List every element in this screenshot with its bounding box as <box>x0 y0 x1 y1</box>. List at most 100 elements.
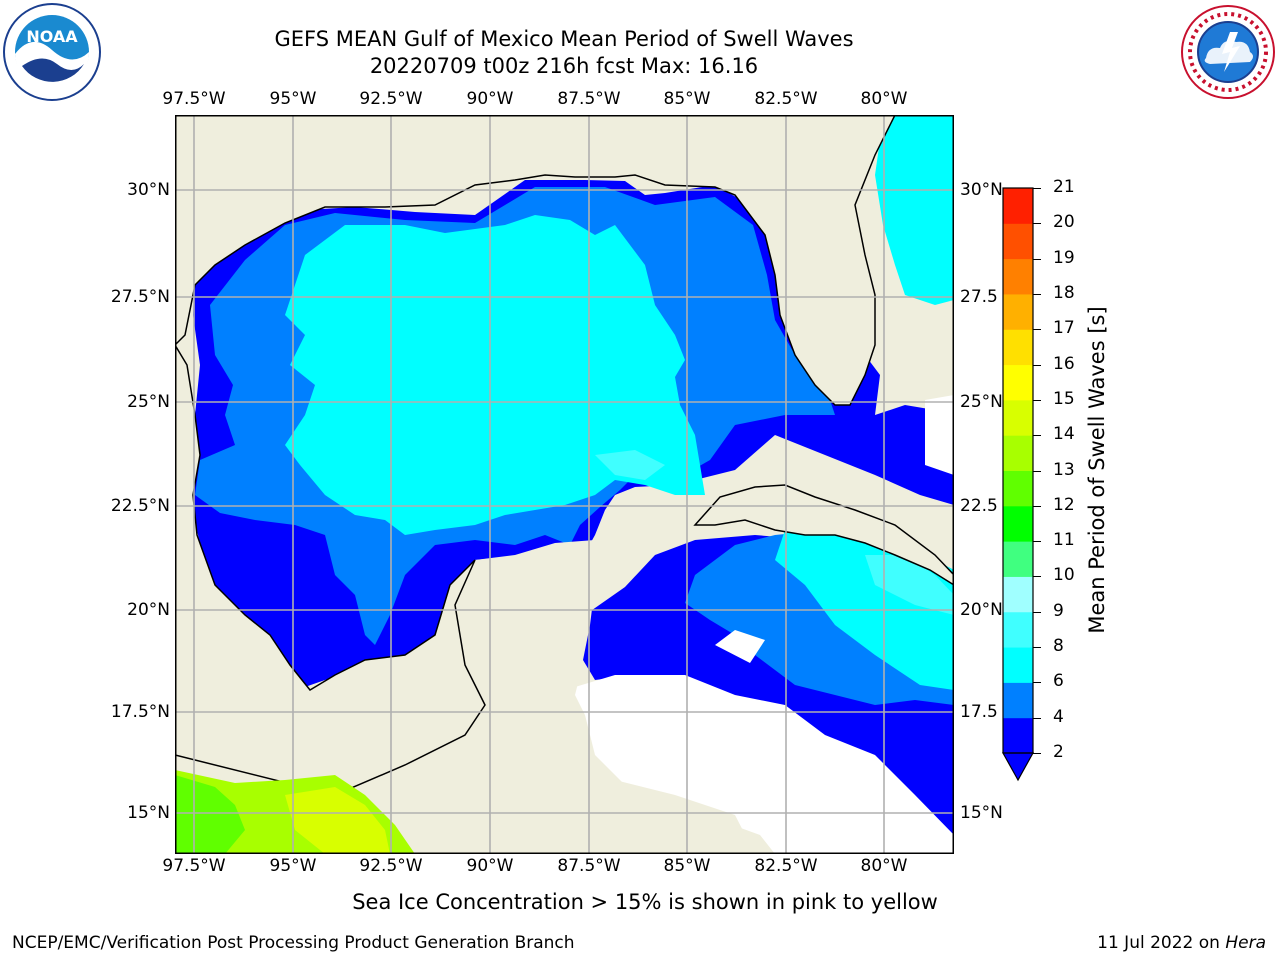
lon-label: 85°W <box>663 856 711 876</box>
colorbar-tick-label: 14 <box>1053 424 1075 445</box>
colorbar-tick-mark <box>1033 399 1041 401</box>
lon-label: 95°W <box>269 89 317 109</box>
lon-label: 87.5°W <box>557 856 621 876</box>
colorbar-tick-mark <box>1033 682 1041 684</box>
host-text: Hera <box>1225 933 1266 953</box>
us-gulf-coast <box>175 115 954 406</box>
lat-label: 22.5°N <box>110 496 170 516</box>
colorbar-tick-label: 13 <box>1053 459 1075 480</box>
colorbar-tick-label: 8 <box>1053 636 1064 657</box>
colorbar-tick-mark <box>1033 541 1041 543</box>
colorbar-tick-mark <box>1033 188 1041 189</box>
lon-label: 92.5°W <box>359 856 423 876</box>
svg-text:NOAA: NOAA <box>26 27 78 46</box>
map-title: GEFS MEAN Gulf of Mexico Mean Period of … <box>274 27 854 51</box>
colorbar-tick-mark <box>1033 647 1041 649</box>
colorbar-tick-mark <box>1033 329 1041 331</box>
colorbar-tick-mark <box>1033 576 1041 578</box>
colorbar-tick-label: 6 <box>1053 671 1064 692</box>
colorbar-tick-label: 16 <box>1053 353 1075 374</box>
colorbar-tick-label: 11 <box>1053 530 1075 551</box>
colorbar-box <box>1003 364 1033 401</box>
colorbar-tick-mark <box>1033 470 1041 472</box>
colorbar-tick-label: 15 <box>1053 388 1075 409</box>
lat-label: 22.5 <box>960 496 998 516</box>
pacific-period-12-13 <box>285 787 390 854</box>
colorbar-box <box>1003 329 1033 366</box>
colorbar-box <box>1003 399 1033 436</box>
map-subtitle: 20220709 t00z 216h fcst Max: 16.16 <box>369 54 759 78</box>
lat-label: 27.5°N <box>110 287 170 307</box>
pacific-period-10-12 <box>175 775 245 854</box>
colorbar-box <box>1003 470 1033 507</box>
colorbar-box <box>1003 611 1033 648</box>
lon-label: 82.5°W <box>754 856 818 876</box>
sea-ice-note: Sea Ice Concentration > 15% is shown in … <box>352 890 938 914</box>
lat-label: 15°N <box>960 803 1003 823</box>
lon-label: 97.5°W <box>162 89 226 109</box>
no-data-area <box>925 395 954 475</box>
colorbar-tick-mark <box>1033 223 1041 225</box>
lat-label: 30°N <box>127 180 170 200</box>
colorbar-tick-label: 9 <box>1053 600 1064 621</box>
colorbar-tick-mark <box>1033 258 1041 260</box>
lat-label: 25°N <box>960 392 1003 412</box>
map-frame <box>175 115 954 854</box>
lon-label: 87.5°W <box>557 89 621 109</box>
colorbar-tick-label: 17 <box>1053 318 1075 339</box>
yucatan-land <box>335 540 775 854</box>
lat-label: 20°N <box>960 600 1003 620</box>
colorbar-box <box>1003 188 1033 224</box>
noaa-logo: NOAA <box>3 3 101 101</box>
lon-label: 92.5°W <box>359 89 423 109</box>
colorbar-tick-label: 21 <box>1053 177 1075 197</box>
lat-label: 17.5 <box>960 702 998 722</box>
colorbar-tick-label: 10 <box>1053 565 1075 586</box>
colorbar-box <box>1003 223 1033 260</box>
lon-label: 80°W <box>860 89 908 109</box>
lon-label: 90°W <box>466 89 514 109</box>
gridlines <box>175 115 954 854</box>
lon-label: 90°W <box>466 856 514 876</box>
colorbar-box <box>1003 647 1033 683</box>
colorbar-tick-label: 20 <box>1053 212 1075 233</box>
colorbar-tick-mark <box>1033 717 1041 719</box>
atlantic-period-6-8 <box>875 115 954 305</box>
gulf-period-8-9 <box>595 450 665 480</box>
colorbar-tick-label: 19 <box>1053 247 1075 268</box>
colorbar-box <box>1003 258 1033 295</box>
colorbar <box>1001 187 1035 782</box>
colorbar-tick-label: 4 <box>1053 706 1064 727</box>
no-data-area <box>715 630 765 663</box>
colorbar-box <box>1003 576 1033 613</box>
colorbar-tick-label: 12 <box>1053 494 1075 515</box>
lon-label: 97.5°W <box>162 856 226 876</box>
colorbar-tick-mark <box>1033 505 1041 507</box>
colorbar-box <box>1003 435 1033 471</box>
cuba-land <box>693 484 954 586</box>
colorbar-box <box>1003 717 1033 754</box>
lat-label: 15°N <box>127 803 170 823</box>
colorbar-tick-label: 2 <box>1053 742 1064 762</box>
colorbar-extend-arrow <box>1001 752 1035 782</box>
no-data-area <box>565 675 954 854</box>
nws-logo <box>1181 5 1275 99</box>
colorbar-tick-label: 18 <box>1053 282 1075 303</box>
date-text: 11 Jul 2022 on <box>1097 933 1226 953</box>
colorbar-box <box>1003 505 1033 542</box>
colorbar-box <box>1003 541 1033 577</box>
credit-text: NCEP/EMC/Verification Post Processing Pr… <box>12 933 575 953</box>
date-stamp: 11 Jul 2022 on Hera <box>1097 933 1266 953</box>
lat-label: 27.5 <box>960 287 998 307</box>
colorbar-tick-mark <box>1033 753 1041 754</box>
colorbar-tick-mark <box>1033 435 1041 437</box>
colorbar-tick-mark <box>1033 611 1041 613</box>
colorbar-boxes <box>1003 188 1033 754</box>
lat-label: 20°N <box>127 600 170 620</box>
lon-label: 80°W <box>860 856 908 876</box>
swell-period-map <box>175 115 954 854</box>
lat-label: 17.5°N <box>110 702 170 722</box>
colorbar-box <box>1003 293 1033 330</box>
lon-label: 85°W <box>663 89 711 109</box>
colorbar-box <box>1003 682 1033 719</box>
